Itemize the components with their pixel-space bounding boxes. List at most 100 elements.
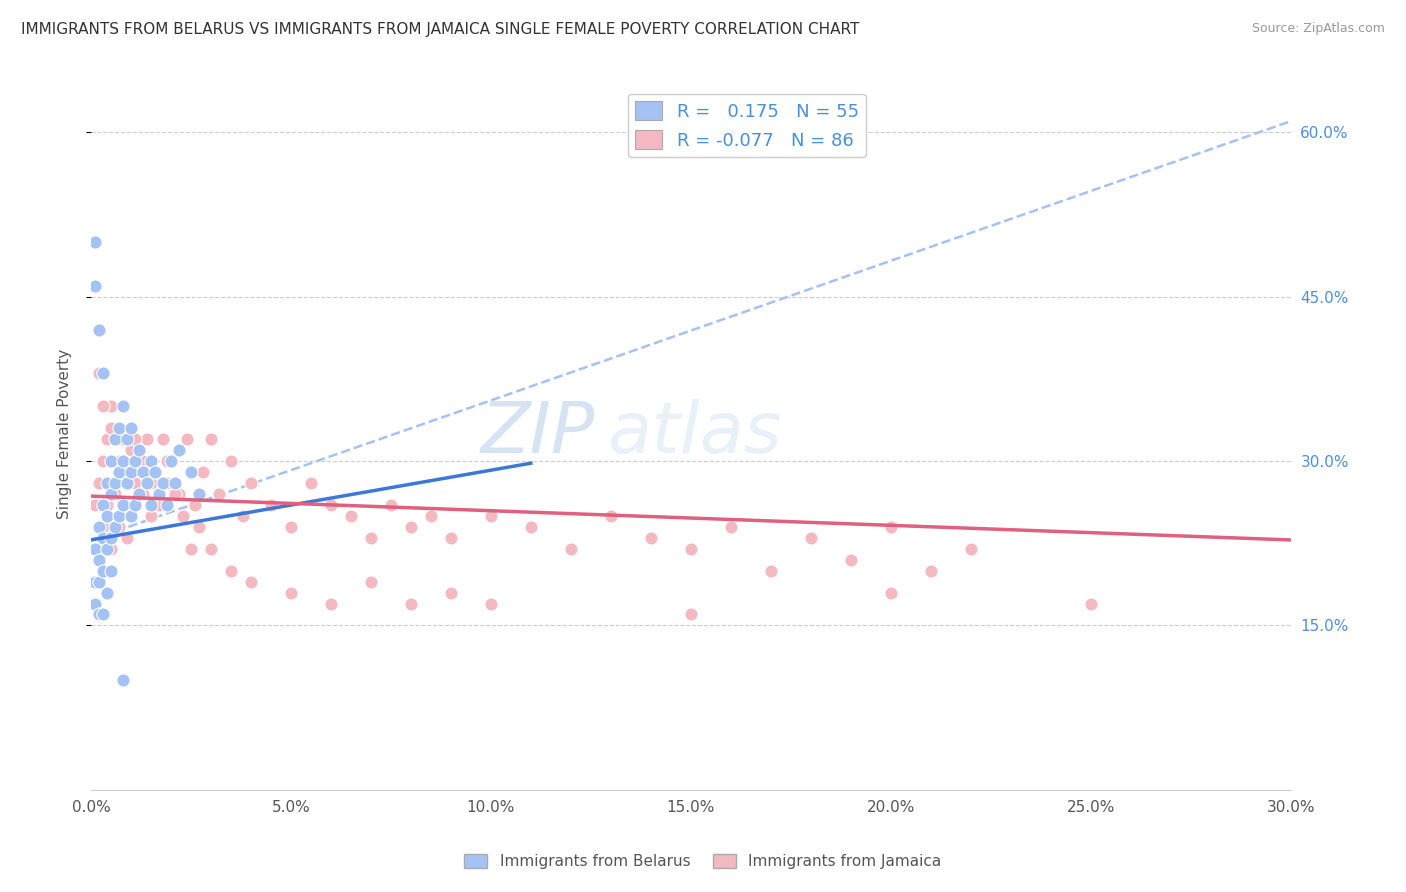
- Point: [87, 574, 110, 589]
- Point: [108, 454, 131, 468]
- Point: [100, 541, 122, 556]
- Point: [560, 541, 582, 556]
- Text: IMMIGRANTS FROM BELARUS VS IMMIGRANTS FROM JAMAICA SINGLE FEMALE POVERTY CORRELA: IMMIGRANTS FROM BELARUS VS IMMIGRANTS FR…: [21, 22, 859, 37]
- Point: [280, 585, 302, 599]
- Point: [87, 475, 110, 490]
- Point: [440, 585, 463, 599]
- Point: [91, 498, 114, 512]
- Point: [111, 454, 134, 468]
- Point: [163, 475, 186, 490]
- Point: [115, 531, 138, 545]
- Point: [319, 498, 342, 512]
- Point: [100, 454, 122, 468]
- Point: [260, 498, 283, 512]
- Point: [87, 367, 110, 381]
- Point: [84, 498, 107, 512]
- Point: [180, 465, 202, 479]
- Point: [679, 607, 702, 622]
- Point: [139, 498, 162, 512]
- Point: [120, 421, 142, 435]
- Point: [148, 487, 170, 501]
- Point: [104, 475, 127, 490]
- Point: [111, 498, 134, 512]
- Point: [419, 508, 441, 523]
- Point: [280, 520, 302, 534]
- Point: [91, 399, 114, 413]
- Point: [219, 454, 242, 468]
- Point: [84, 597, 107, 611]
- Point: [124, 498, 146, 512]
- Point: [479, 508, 502, 523]
- Point: [132, 454, 155, 468]
- Text: atlas: atlas: [607, 399, 782, 468]
- Point: [84, 541, 107, 556]
- Point: [399, 597, 422, 611]
- Point: [115, 465, 138, 479]
- Point: [100, 399, 122, 413]
- Point: [108, 454, 131, 468]
- Point: [91, 454, 114, 468]
- Point: [299, 475, 322, 490]
- Point: [96, 432, 118, 446]
- Point: [139, 508, 162, 523]
- Point: [440, 531, 463, 545]
- Point: [87, 607, 110, 622]
- Point: [91, 367, 114, 381]
- Point: [115, 475, 138, 490]
- Point: [104, 520, 127, 534]
- Point: [87, 552, 110, 566]
- Point: [96, 498, 118, 512]
- Point: [96, 475, 118, 490]
- Point: [208, 487, 231, 501]
- Point: [880, 520, 903, 534]
- Point: [91, 531, 114, 545]
- Point: [232, 508, 254, 523]
- Point: [84, 278, 107, 293]
- Point: [156, 475, 179, 490]
- Point: [219, 564, 242, 578]
- Point: [108, 508, 131, 523]
- Point: [191, 465, 214, 479]
- Point: [111, 432, 134, 446]
- Point: [340, 508, 363, 523]
- Point: [167, 443, 190, 458]
- Point: [640, 531, 662, 545]
- Point: [111, 399, 134, 413]
- Point: [200, 541, 222, 556]
- Point: [84, 235, 107, 249]
- Point: [104, 432, 127, 446]
- Point: [163, 487, 186, 501]
- Point: [920, 564, 942, 578]
- Point: [84, 574, 107, 589]
- Point: [87, 520, 110, 534]
- Point: [172, 508, 194, 523]
- Point: [880, 585, 903, 599]
- Point: [108, 520, 131, 534]
- Point: [239, 574, 262, 589]
- Point: [599, 508, 621, 523]
- Point: [380, 498, 402, 512]
- Point: [399, 520, 422, 534]
- Point: [148, 498, 170, 512]
- Point: [139, 475, 162, 490]
- Y-axis label: Single Female Poverty: Single Female Poverty: [58, 349, 72, 519]
- Point: [124, 432, 146, 446]
- Point: [176, 432, 198, 446]
- Point: [959, 541, 981, 556]
- Point: [135, 475, 157, 490]
- Legend: Immigrants from Belarus, Immigrants from Jamaica: Immigrants from Belarus, Immigrants from…: [458, 848, 948, 875]
- Point: [128, 443, 150, 458]
- Point: [96, 541, 118, 556]
- Point: [128, 454, 150, 468]
- Point: [120, 465, 142, 479]
- Point: [200, 432, 222, 446]
- Point: [120, 508, 142, 523]
- Point: [1080, 597, 1102, 611]
- Point: [143, 465, 166, 479]
- Point: [135, 432, 157, 446]
- Point: [100, 531, 122, 545]
- Point: [108, 465, 131, 479]
- Point: [152, 475, 174, 490]
- Legend: R =   0.175   N = 55, R = -0.077   N = 86: R = 0.175 N = 55, R = -0.077 N = 86: [628, 94, 866, 157]
- Point: [156, 498, 179, 512]
